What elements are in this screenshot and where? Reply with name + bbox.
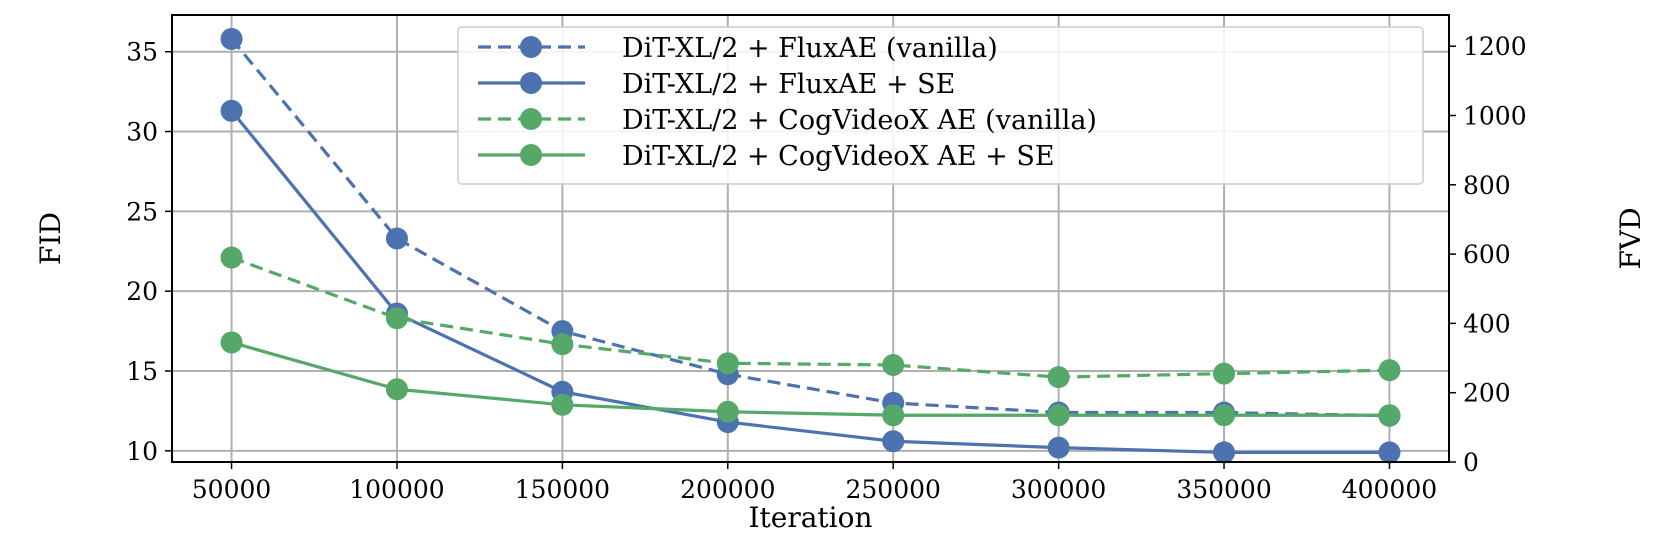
data-point: [220, 99, 243, 122]
legend-box: [457, 26, 1424, 185]
legend-entry-label: DiT-XL/2 + FluxAE + SE: [622, 69, 955, 100]
data-point: [1378, 441, 1401, 464]
data-point: [882, 353, 905, 376]
x-axis-label: Iteration: [748, 501, 872, 534]
data-point: [1047, 436, 1070, 459]
data-point: [1213, 404, 1236, 427]
series-group: [220, 27, 1401, 464]
y-axis-left-label: FID: [34, 212, 67, 265]
x-tick-label: 300000: [1011, 475, 1106, 504]
plot-frame: [171, 14, 1450, 463]
series-line: [230, 37, 1390, 418]
y-left-tick-label: 35: [126, 38, 158, 67]
data-point: [385, 378, 408, 401]
data-point: [385, 227, 408, 250]
y-left-tick-label: 10: [126, 437, 158, 466]
x-tick-label: 350000: [1176, 475, 1271, 504]
y-right-tick-label: 200: [1463, 379, 1511, 408]
series-line: [230, 256, 1390, 379]
y-right-tick-label: 0: [1463, 448, 1479, 477]
y-left-tick-label: 15: [126, 357, 158, 386]
y-left-tick-label: 30: [126, 118, 158, 147]
series-line: [231, 340, 1390, 417]
y-left-tick-label: 25: [126, 197, 158, 226]
data-point: [220, 331, 243, 354]
legend-marker: [520, 36, 542, 58]
y-right-tick-label: 1200: [1463, 32, 1527, 61]
data-point: [551, 333, 574, 356]
x-tick-label: 150000: [515, 475, 610, 504]
ticks-group: 50000 100000 150000 200000 250000 300000 35000…: [126, 32, 1526, 504]
data-point: [385, 307, 408, 330]
x-tick-label: 250000: [845, 475, 940, 504]
data-point: [1378, 404, 1401, 427]
y-right-tick-label: 800: [1463, 171, 1511, 200]
data-point: [882, 404, 905, 427]
legend-marker: [520, 108, 542, 130]
x-tick-label: 200000: [680, 475, 775, 504]
legend-entry-label: DiT-XL/2 + FluxAE (vanilla): [622, 33, 998, 64]
y-right-tick-label: 1000: [1463, 101, 1527, 130]
x-tick-label: 100000: [349, 475, 444, 504]
x-tick-label: 400000: [1342, 475, 1437, 504]
data-point: [1378, 359, 1401, 382]
data-point: [220, 27, 243, 50]
data-point: [551, 393, 574, 416]
x-tick-label: 50000: [192, 475, 272, 504]
data-point: [1213, 441, 1236, 464]
legend-marker: [520, 72, 542, 94]
data-point: [1047, 404, 1070, 427]
series-line: [230, 109, 1390, 455]
legend-marker: [520, 144, 542, 166]
data-point: [716, 352, 739, 375]
y-left-tick-label: 20: [126, 277, 158, 306]
data-point: [1213, 362, 1236, 385]
data-point: [220, 246, 243, 269]
legend-entry-label: DiT-XL/2 + CogVideoX AE + SE: [622, 141, 1055, 172]
data-point: [1047, 366, 1070, 389]
data-point: [716, 400, 739, 423]
legend: DiT-XL/2 + FluxAE (vanilla) DiT-XL/2 + Fl…: [457, 26, 1424, 185]
data-point: [882, 430, 905, 453]
y-axis-right-label: FVD: [1614, 207, 1647, 269]
y-right-tick-label: 400: [1463, 309, 1511, 338]
y-right-tick-label: 600: [1463, 240, 1511, 269]
legend-entry-label: DiT-XL/2 + CogVideoX AE (vanilla): [622, 105, 1097, 136]
